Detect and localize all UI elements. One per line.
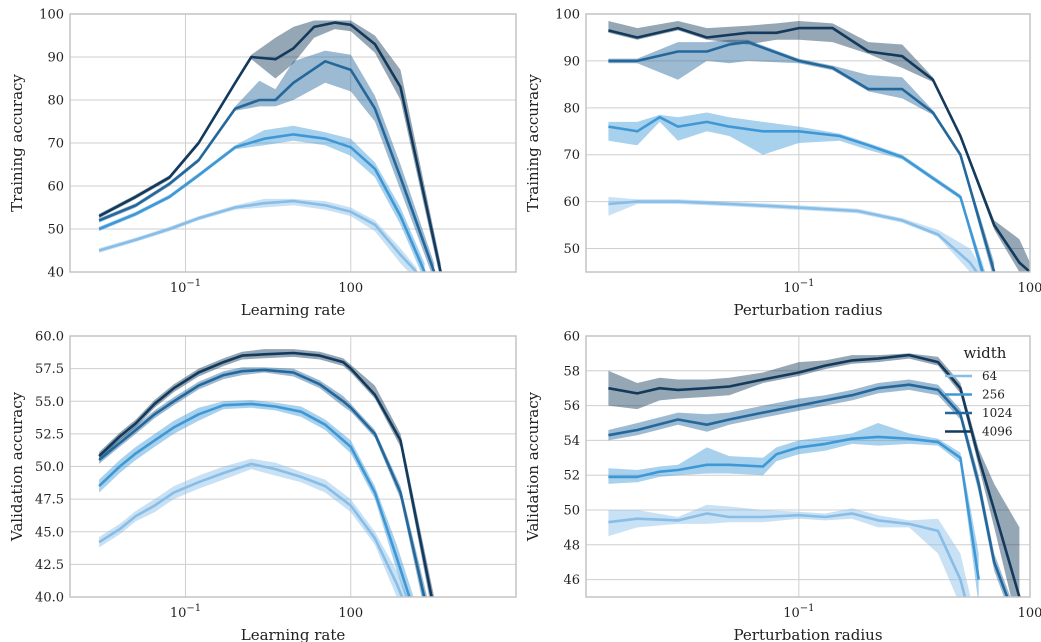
series-line-1024 <box>98 59 436 272</box>
legend-title: width <box>964 344 1007 362</box>
y-tick-label: 50 <box>563 242 580 257</box>
y-tick-label: 54 <box>563 434 580 449</box>
y-tick-label: 56 <box>563 399 580 414</box>
series-layer <box>608 353 1021 597</box>
series-line-4096 <box>98 351 433 597</box>
chart-panel-4: 46 48 50 52 54 56 58 60 10−1 100 Perturbation radi… <box>524 330 1041 642</box>
series-line-64 <box>98 462 404 597</box>
series-line-256 <box>608 115 984 272</box>
y-tick-label: 58 <box>563 364 580 379</box>
y-tick-label: 57.5 <box>35 362 64 377</box>
y-axis-label: Validation accuracy <box>524 391 542 542</box>
y-tick-label: 48 <box>563 538 580 553</box>
plot-frame <box>69 13 517 273</box>
y-tick-label: 70 <box>47 137 64 152</box>
plot-area <box>586 14 1030 272</box>
x-tick-label: 100 <box>338 606 363 621</box>
confidence-band-64 <box>608 504 971 597</box>
series-line-64 <box>608 200 979 272</box>
y-tick-label: 40.0 <box>35 591 64 606</box>
y-tick-label: 52 <box>563 469 580 484</box>
legend: width 64 256 1024 4096 <box>945 344 1013 439</box>
chart-panel-1: 40 50 60 70 80 90 100 10−1 100 Learning rate Train… <box>8 8 517 319</box>
x-tick-label: 100 <box>338 281 363 296</box>
y-axis-label: Validation accuracy <box>8 391 26 542</box>
confidence-band-64 <box>608 196 984 272</box>
y-tick-label: 60 <box>563 195 580 210</box>
series-line-64 <box>98 199 418 272</box>
series-line-64 <box>608 512 967 597</box>
series-line-256 <box>98 402 411 597</box>
legend-label-4096: 4096 <box>982 425 1013 439</box>
series-line-1024 <box>98 368 426 597</box>
plot-frame <box>585 335 1031 598</box>
x-tick-label: 100 <box>1018 281 1041 296</box>
y-tick-label: 80 <box>563 101 580 116</box>
legend-label-64: 64 <box>982 369 998 383</box>
x-axis-label: Perturbation radius <box>733 626 882 642</box>
y-tick-label: 100 <box>39 8 64 23</box>
series-layer <box>608 21 1030 272</box>
y-tick-label: 50 <box>563 504 580 519</box>
series-line-1024 <box>608 40 996 272</box>
x-tick-label: 10−1 <box>783 278 814 296</box>
y-tick-label: 45.0 <box>35 525 64 540</box>
x-tick-label: 10−1 <box>783 603 814 621</box>
y-tick-label: 52.5 <box>35 427 64 442</box>
x-axis-label: Learning rate <box>241 626 346 642</box>
series-layer <box>98 349 435 597</box>
y-tick-label: 42.5 <box>35 558 64 573</box>
y-tick-label: 60 <box>47 180 64 195</box>
x-tick-label: 100 <box>1018 606 1041 621</box>
confidence-band-64 <box>99 458 408 597</box>
y-tick-label: 50.0 <box>35 460 64 475</box>
y-tick-label: 100 <box>555 8 580 23</box>
series-line-1024 <box>608 383 1009 597</box>
x-axis-label: Learning rate <box>241 301 346 319</box>
series-line-4096 <box>608 353 1021 597</box>
x-axis-label: Perturbation radius <box>733 301 882 319</box>
legend-label-1024: 1024 <box>982 406 1013 420</box>
y-tick-label: 70 <box>563 148 580 163</box>
y-tick-label: 47.5 <box>35 493 64 508</box>
confidence-band-1024 <box>608 39 995 272</box>
y-tick-label: 46 <box>563 573 580 588</box>
series-line-256 <box>608 435 980 580</box>
confidence-band-1024 <box>99 50 435 272</box>
series-line-4096 <box>608 26 1030 272</box>
confidence-band-4096 <box>99 20 441 272</box>
y-axis-label: Training accuracy <box>8 74 26 212</box>
series-line-4096 <box>98 21 442 272</box>
y-tick-label: 50 <box>47 223 64 238</box>
y-tick-label: 90 <box>563 54 580 69</box>
y-tick-label: 60.0 <box>35 330 64 345</box>
y-axis-label: Training accuracy <box>524 74 542 212</box>
x-tick-label: 10−1 <box>170 603 201 621</box>
y-tick-label: 55.0 <box>35 395 64 410</box>
legend-label-256: 256 <box>982 388 1005 402</box>
series-layer <box>98 20 442 272</box>
x-tick-label: 10−1 <box>170 278 201 296</box>
plot-area <box>586 336 1030 597</box>
y-tick-label: 60 <box>563 330 580 345</box>
chart-panel-2: 50 60 70 80 90 100 10−1 100 Perturbation radius T… <box>524 8 1041 320</box>
y-tick-label: 40 <box>47 266 64 281</box>
plot-frame <box>69 335 517 598</box>
chart-panel-3: 40.0 42.5 45.0 47.5 50.0 52.5 55.0 57.5 60.0 10−1… <box>8 330 517 642</box>
plot-frame <box>585 13 1031 273</box>
y-tick-label: 90 <box>47 51 64 66</box>
y-tick-label: 80 <box>47 94 64 109</box>
series-line-256 <box>98 133 426 272</box>
